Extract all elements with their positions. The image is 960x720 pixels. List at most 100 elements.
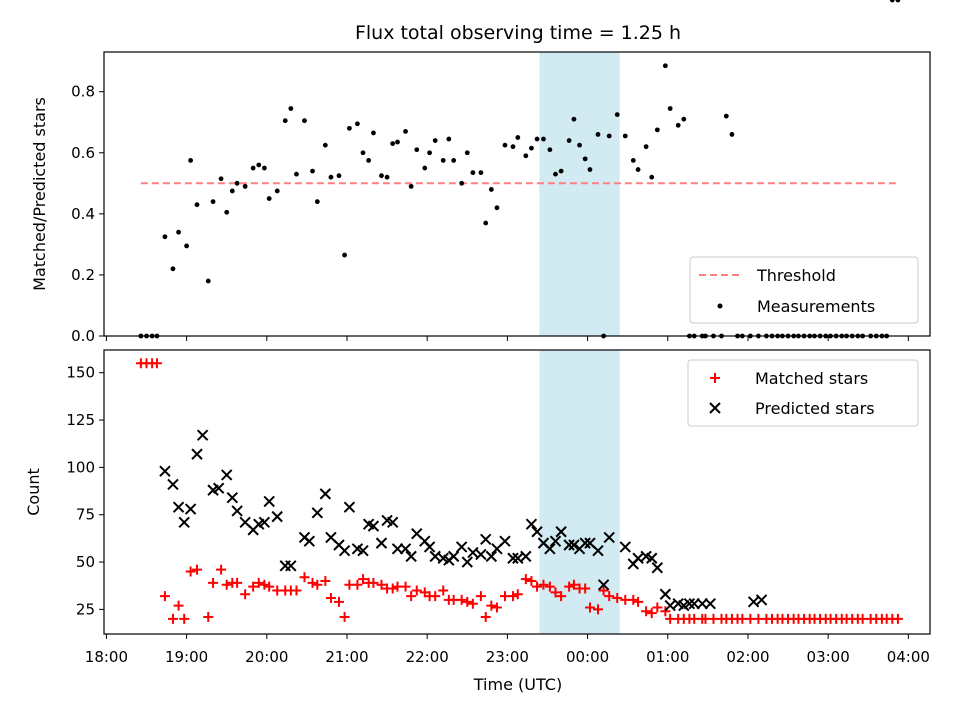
matched-star-point	[185, 566, 196, 577]
matched-star-point	[628, 594, 639, 605]
matched-star-point	[208, 577, 219, 588]
matched-star-point	[411, 585, 422, 596]
predicted-star-point	[507, 552, 519, 564]
matched-star-point	[532, 581, 543, 592]
predicted-star-point	[544, 543, 556, 555]
measurement-point	[451, 158, 457, 163]
matched-star-point	[179, 613, 190, 624]
x-tick-label: 04:00	[887, 648, 930, 666]
ratio-y-tick-label: 0.4	[71, 205, 95, 223]
measurement-point	[408, 183, 414, 189]
measurement-point	[218, 176, 224, 182]
chart-title: Flux total observing time = 1.25 h	[355, 22, 681, 44]
measurement-point	[889, 0, 895, 3]
matched-star-point	[652, 602, 663, 613]
measurement-point	[470, 170, 476, 176]
measurement-point	[595, 132, 601, 137]
measurement-point	[681, 116, 687, 122]
measurement-point	[282, 118, 288, 124]
matched-star-point	[358, 574, 369, 585]
predicted-star-point	[555, 526, 567, 538]
measurement-point	[414, 147, 420, 153]
matched-star-point	[892, 613, 903, 624]
measurement-point	[328, 174, 334, 180]
measurement-point	[422, 165, 428, 171]
measurement-point	[170, 266, 176, 272]
predicted-star-point	[303, 535, 316, 547]
matched-star-point	[612, 593, 623, 604]
measurement-point	[250, 165, 256, 171]
predicted-star-point	[212, 482, 225, 494]
matched-star-point	[512, 589, 523, 600]
predicted-star-point	[338, 544, 351, 557]
matched-star-point	[526, 575, 537, 586]
measurement-point	[229, 188, 235, 194]
measurement-point	[360, 150, 366, 156]
measurement-point	[566, 138, 572, 143]
measurement-point	[176, 229, 181, 235]
x-tick-label: 00:00	[566, 648, 609, 666]
measurement-point	[483, 220, 489, 226]
matched-star-point	[253, 577, 264, 588]
measurement-point	[515, 135, 521, 140]
time-x-axis: 18:00 19:00 20:00 21:00 22:00 23:00 00:00 01:00…	[85, 634, 930, 666]
matched-star-point	[568, 579, 579, 590]
predicted-star-point	[184, 503, 197, 515]
measurement-point	[184, 243, 190, 249]
matched-star-point	[475, 591, 486, 602]
matched-star-point	[248, 581, 259, 592]
x-tick-label: 19:00	[165, 648, 208, 666]
predicted-star-point	[563, 539, 575, 551]
matched-star-point	[480, 611, 491, 622]
matched-star-point	[641, 606, 652, 617]
predicted-star-point	[191, 448, 203, 460]
predicted-star-point	[646, 552, 658, 564]
matched-star-point	[368, 577, 379, 588]
matched-star-point	[173, 600, 184, 611]
measurement-point	[459, 180, 465, 186]
count-y-tick-label: 25	[76, 600, 95, 618]
matched-star-point	[400, 581, 411, 592]
predicted-star-point	[367, 520, 380, 532]
matched-star-point	[580, 583, 591, 594]
legend-threshold-label: Threshold	[756, 266, 836, 285]
measurement-point	[242, 183, 248, 189]
legend-predicted-label: Predicted stars	[755, 399, 875, 418]
measurement-point	[643, 144, 649, 150]
x-tick-label: 18:00	[85, 648, 128, 666]
measurement-point	[188, 158, 194, 163]
measurement-point	[729, 132, 735, 137]
predicted-star-point	[196, 429, 209, 441]
predicted-star-point	[485, 550, 498, 563]
matched-star-point	[544, 581, 555, 592]
ratio-y-tick-label: 0.6	[71, 144, 95, 162]
predicted-star-point	[579, 537, 591, 549]
count-y-tick-label: 125	[66, 411, 95, 429]
measurement-point	[558, 168, 564, 174]
measurement-point	[274, 188, 280, 194]
measurement-point	[667, 106, 673, 111]
measurement-point	[261, 165, 267, 171]
matched-star-point	[456, 594, 467, 605]
measurement-point	[342, 252, 347, 258]
predicted-star-point	[258, 516, 271, 529]
measurement-point	[346, 125, 352, 131]
legend-matched-label: Matched stars	[755, 369, 868, 388]
measurement-point	[432, 138, 438, 143]
measurement-point	[314, 199, 320, 205]
matched-star-point	[486, 600, 497, 611]
measurement-point	[547, 147, 553, 153]
matched-star-point	[491, 602, 502, 613]
measurement-point	[587, 167, 593, 172]
matched-star-point	[291, 585, 302, 596]
matched-star-point	[604, 591, 615, 602]
legend-matched-swatch	[710, 373, 720, 383]
count-y-label: Count	[24, 468, 43, 516]
predicted-star-point	[755, 594, 768, 606]
predicted-star-point	[319, 488, 332, 500]
matched-star-point	[520, 574, 531, 585]
predicted-star-point	[447, 550, 460, 563]
measurement-point	[541, 136, 546, 142]
predicted-star-point	[531, 526, 543, 538]
measurement-point	[224, 209, 230, 215]
